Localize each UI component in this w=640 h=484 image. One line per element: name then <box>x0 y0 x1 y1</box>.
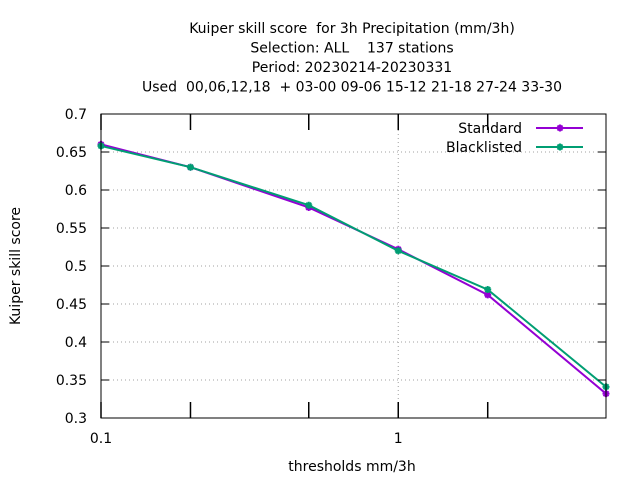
title-line: Used 00,06,12,18 + 03-00 09-06 15-12 21-… <box>142 80 562 96</box>
data-point <box>305 201 313 209</box>
y-tick-label: 0.4 <box>65 335 87 351</box>
x-tick-label: 0.1 <box>90 431 112 447</box>
title-line: Period: 20230214-20230331 <box>252 60 452 76</box>
data-point <box>484 286 492 294</box>
grid-layer <box>101 114 606 418</box>
y-tick-label: 0.3 <box>65 411 87 427</box>
title-line: Kuiper skill score for 3h Precipitation … <box>189 21 515 37</box>
y-tick-label: 0.65 <box>56 145 87 161</box>
data-point <box>484 291 492 299</box>
data-point <box>394 247 402 255</box>
data-point <box>186 163 194 171</box>
legend-label: Blacklisted <box>446 140 522 156</box>
tick-layer: 0.3 0.35 0.4 0.45 0.5 0.55 0.6 0.65 0.7 0.1 1 <box>56 107 606 447</box>
legend-marker <box>556 143 564 151</box>
series-layer <box>97 140 610 398</box>
legend: Standard Blacklisted <box>446 121 583 156</box>
legend-marker <box>556 124 564 132</box>
y-tick-label: 0.6 <box>65 183 87 199</box>
legend-label: Standard <box>458 121 522 137</box>
y-tick-label: 0.35 <box>56 373 87 389</box>
series-line <box>100 144 607 388</box>
x-axis-label: thresholds mm/3h <box>288 459 415 475</box>
x-tick-label: 1 <box>394 431 403 447</box>
chart-title: Kuiper skill score for 3h Precipitation … <box>142 21 562 96</box>
y-tick-label: 0.5 <box>65 259 87 275</box>
title-line: Selection: ALL 137 stations <box>250 41 453 57</box>
y-axis-label: Kuiper skill score <box>8 207 24 325</box>
y-tick-label: 0.7 <box>65 107 87 123</box>
y-tick-label: 0.45 <box>56 297 87 313</box>
y-tick-label: 0.55 <box>56 221 87 237</box>
series-line <box>100 143 607 395</box>
